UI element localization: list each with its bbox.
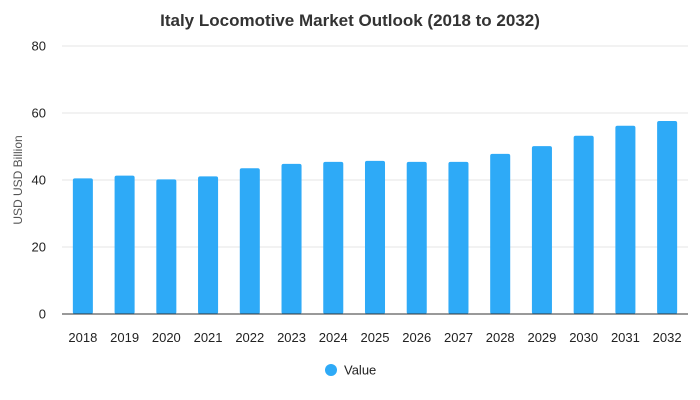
- x-tick-label: 2018: [68, 330, 97, 345]
- bar-2022[interactable]: [239, 168, 260, 314]
- bar-2028[interactable]: [490, 153, 511, 314]
- y-tick-label: 80: [32, 39, 46, 54]
- bar-2019[interactable]: [114, 175, 135, 314]
- x-tick-label: 2023: [277, 330, 306, 345]
- x-tick-label: 2021: [194, 330, 223, 345]
- bars: [72, 121, 678, 314]
- x-tick-label: 2028: [486, 330, 515, 345]
- bar-2029[interactable]: [531, 146, 552, 314]
- x-tick-label: 2030: [569, 330, 598, 345]
- chart-title: Italy Locomotive Market Outlook (2018 to…: [160, 11, 540, 30]
- bar-2018[interactable]: [72, 178, 93, 314]
- y-tick-labels: 0 20 40 60 80: [32, 39, 46, 322]
- y-tick-label: 0: [39, 307, 46, 322]
- bar-2021[interactable]: [198, 176, 219, 314]
- x-tick-label: 2020: [152, 330, 181, 345]
- legend-marker-value: [325, 364, 337, 376]
- x-tick-label: 2029: [527, 330, 556, 345]
- x-tick-label: 2024: [319, 330, 348, 345]
- y-tick-label: 40: [32, 173, 46, 188]
- x-tick-label: 2031: [611, 330, 640, 345]
- bar-2032[interactable]: [657, 121, 678, 314]
- y-tick-label: 20: [32, 240, 46, 255]
- bar-2031[interactable]: [615, 125, 636, 314]
- y-axis-label: USD USD Billion: [11, 135, 25, 224]
- x-tick-label: 2022: [235, 330, 264, 345]
- bar-2023[interactable]: [281, 163, 302, 314]
- bar-2026[interactable]: [406, 161, 427, 314]
- legend-label-value: Value: [344, 363, 376, 378]
- x-tick-labels: 2018 2019 2020 2021 2022 2023 2024 2025 2026 2027…: [68, 330, 681, 345]
- bar-2027[interactable]: [448, 161, 469, 314]
- x-tick-label: 2027: [444, 330, 473, 345]
- legend[interactable]: Value: [325, 363, 376, 378]
- bar-2030[interactable]: [573, 135, 594, 314]
- bar-2020[interactable]: [156, 179, 177, 314]
- bar-2024[interactable]: [323, 161, 344, 314]
- x-tick-label: 2032: [653, 330, 682, 345]
- x-tick-label: 2019: [110, 330, 139, 345]
- y-tick-label: 60: [32, 106, 46, 121]
- x-tick-label: 2026: [402, 330, 431, 345]
- x-tick-label: 2025: [361, 330, 390, 345]
- bar-2025[interactable]: [364, 160, 386, 314]
